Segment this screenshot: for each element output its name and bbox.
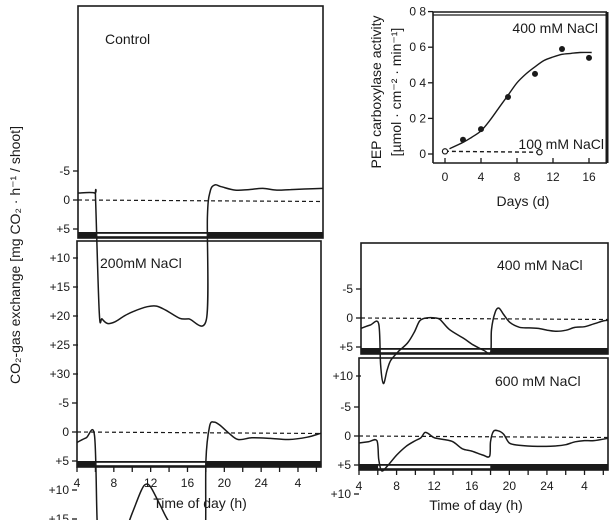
panel-nacl-200: 200mM NaCl Time of day (h) -5 0 +5 +10 +15 +2… bbox=[49, 240, 322, 520]
y-tick-label: -5 bbox=[59, 164, 70, 178]
series-line bbox=[76, 421, 322, 520]
y-tick-label: +5 bbox=[337, 458, 351, 472]
y-tick-label: 0 bbox=[62, 425, 69, 439]
light-period-bar bbox=[379, 349, 492, 353]
shared-y-axis-label: CO₂-gas exchange [mg CO₂ · h⁻¹ / shoot] bbox=[7, 126, 23, 384]
zero-line bbox=[360, 317, 609, 321]
light-period-bar bbox=[377, 465, 491, 469]
zero-line bbox=[358, 435, 609, 439]
y-tick-label: 0 bbox=[419, 147, 426, 161]
x-tick-label: 4 bbox=[356, 479, 363, 493]
data-point-filled bbox=[586, 54, 592, 61]
y-tick-label: +5 bbox=[56, 222, 70, 236]
x-tick-label: 12 bbox=[427, 479, 441, 493]
pep-annotation-100mm: 100 mM NaCl bbox=[518, 136, 604, 152]
y-tick-label: +25 bbox=[50, 338, 71, 352]
y-tick-label: +5 bbox=[339, 340, 353, 354]
x-tick-label: 16 bbox=[582, 170, 596, 184]
series-line bbox=[360, 307, 609, 385]
y-tick-label: +15 bbox=[49, 512, 70, 520]
x-tick-label: 4 bbox=[478, 170, 485, 184]
y-tick-label: +15 bbox=[50, 280, 71, 294]
zero-line bbox=[77, 199, 324, 203]
panel-control: Control -5 0 +5 +10 +15 +20 +25 +30 bbox=[50, 5, 324, 381]
panel-pep-carboxylase: PEP carboxylase activity [µmol · cm⁻² · … bbox=[368, 5, 609, 209]
data-point-filled bbox=[505, 94, 511, 101]
panel-title-nacl-400: 400 mM NaCl bbox=[497, 257, 583, 273]
y-tick-label: +10 bbox=[333, 369, 354, 383]
zero-line bbox=[76, 431, 322, 435]
y-tick-label: 0 8 bbox=[409, 5, 426, 19]
y-tick-label: 0 6 bbox=[409, 40, 426, 54]
x-tick-label: 20 bbox=[218, 476, 232, 490]
y-tick-label: +20 bbox=[50, 309, 71, 323]
x-tick-label: 24 bbox=[540, 479, 554, 493]
light-period-bar bbox=[95, 462, 207, 466]
y-tick-label: 0 2 bbox=[409, 111, 426, 125]
x-tick-label: 12 bbox=[144, 476, 158, 490]
panel-title-nacl-600: 600 mM NaCl bbox=[495, 373, 581, 389]
panel-title-control: Control bbox=[105, 31, 150, 47]
data-point-open bbox=[441, 148, 449, 155]
x-tick-label: 4 bbox=[74, 476, 81, 490]
y-tick-label: +30 bbox=[50, 367, 71, 381]
y-tick-label: -5 bbox=[342, 282, 353, 296]
y-tick-label: -5 bbox=[340, 400, 351, 414]
panel-nacl-600: 600 mM NaCl Time of day (h) -5 0 +5 +10 4 8 12… bbox=[331, 357, 609, 513]
y-tick-label: +5 bbox=[55, 454, 69, 468]
fit-curve bbox=[449, 51, 592, 150]
panel-title-nacl-200: 200mM NaCl bbox=[100, 255, 182, 271]
x-tick-label: 20 bbox=[503, 479, 517, 493]
x-axis-title-left: Time of day (h) bbox=[153, 495, 247, 511]
pep-annotation-400mm: 400 mM NaCl bbox=[512, 20, 598, 36]
y-tick-label: 0 bbox=[346, 311, 353, 325]
x-tick-label: 8 bbox=[514, 170, 521, 184]
y-tick-label: +10 bbox=[49, 483, 70, 497]
x-tick-label: 24 bbox=[254, 476, 268, 490]
x-tick-label: 8 bbox=[110, 476, 117, 490]
data-point-filled bbox=[559, 45, 565, 52]
x-tick-label: 4 bbox=[581, 479, 588, 493]
x-tick-label: 16 bbox=[465, 479, 479, 493]
pep-y-axis-label-line1: PEP carboxylase activity bbox=[368, 15, 384, 168]
x-tick-label: 12 bbox=[546, 170, 560, 184]
light-period-bar bbox=[96, 233, 208, 237]
data-point-open bbox=[536, 149, 543, 156]
y-tick-label: +10 bbox=[331, 487, 352, 501]
pep-x-axis-title: Days (d) bbox=[497, 193, 550, 209]
y-tick-label: 0 bbox=[344, 429, 351, 443]
data-point-filled bbox=[532, 70, 538, 77]
data-point-filled bbox=[460, 136, 466, 143]
fit-line-dashed bbox=[444, 150, 540, 153]
y-tick-label: 0 bbox=[63, 193, 70, 207]
pep-y-axis-label-line2: [µmol · cm⁻² · min⁻¹] bbox=[388, 28, 404, 157]
y-tick-label: 0 4 bbox=[409, 76, 426, 90]
x-tick-label: 0 bbox=[442, 170, 449, 184]
x-tick-label: 16 bbox=[181, 476, 195, 490]
panel-nacl-400: 400 mM NaCl -5 0 +5 +10 bbox=[333, 242, 609, 385]
y-tick-label: +10 bbox=[50, 251, 71, 265]
x-tick-label: 4 bbox=[295, 476, 302, 490]
data-point-filled bbox=[478, 126, 484, 133]
series-line bbox=[77, 183, 324, 327]
x-tick-label: 8 bbox=[393, 479, 400, 493]
y-tick-label: -5 bbox=[58, 396, 69, 410]
series-line bbox=[358, 429, 609, 472]
x-axis-title-right: Time of day (h) bbox=[429, 497, 523, 513]
